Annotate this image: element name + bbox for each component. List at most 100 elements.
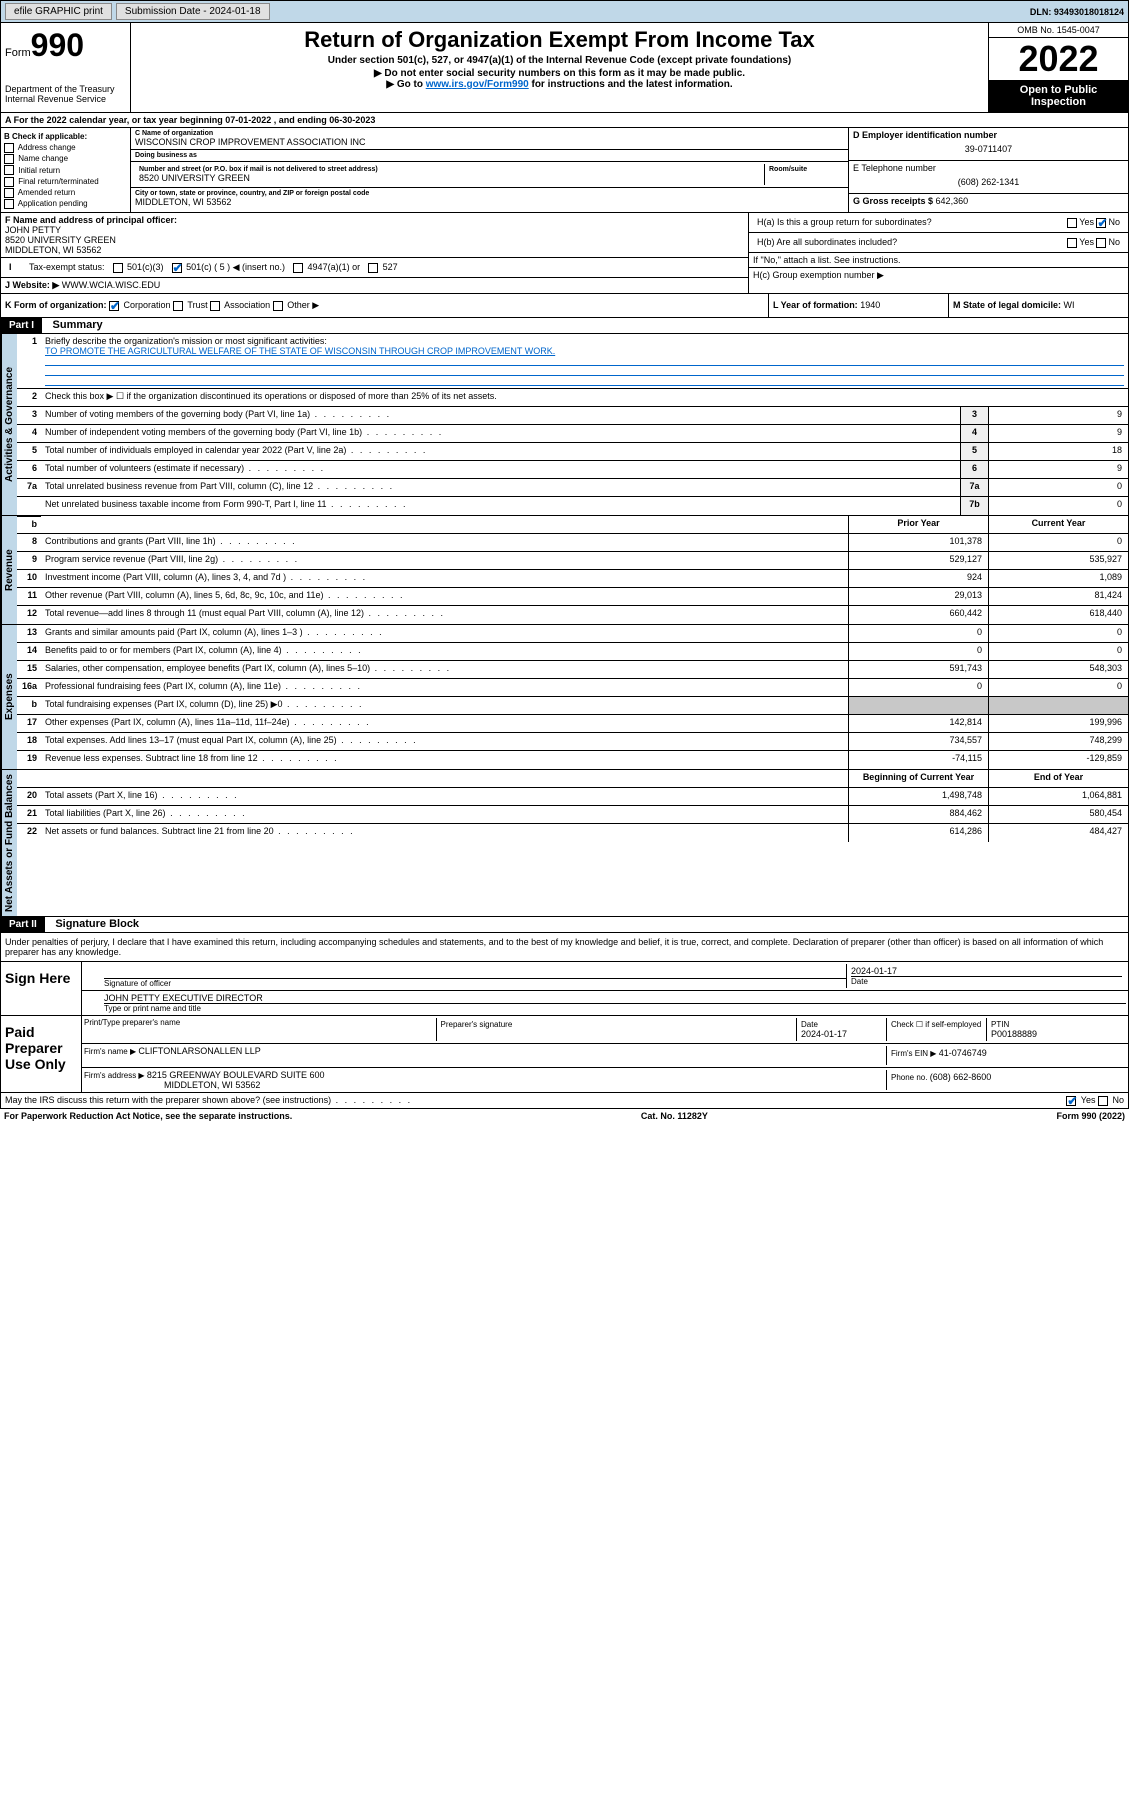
line-val: 9 <box>988 461 1128 478</box>
part2-header: Part II Signature Block <box>0 917 1129 933</box>
paid-preparer-block: Paid Preparer Use Only Print/Type prepar… <box>0 1016 1129 1093</box>
efile-button[interactable]: efile GRAPHIC print <box>5 3 112 20</box>
curr-val: 484,427 <box>988 824 1128 842</box>
mission-text: TO PROMOTE THE AGRICULTURAL WELFARE OF T… <box>45 346 1124 356</box>
checkbox[interactable] <box>4 154 14 164</box>
ein-label: D Employer identification number <box>853 130 1124 140</box>
irs-link[interactable]: www.irs.gov/Form990 <box>426 79 529 90</box>
discuss-no-checkbox[interactable] <box>1098 1096 1108 1106</box>
line-desc: Number of independent voting members of … <box>41 425 960 442</box>
hb-yes-checkbox[interactable] <box>1067 238 1077 248</box>
line-desc: Net assets or fund balances. Subtract li… <box>41 824 848 842</box>
discuss-yes-checkbox[interactable] <box>1066 1096 1076 1106</box>
domicile-label: M State of legal domicile: <box>953 300 1064 310</box>
netassets-section: Net Assets or Fund Balances Beginning of… <box>0 770 1129 917</box>
501c-checkbox[interactable] <box>172 263 182 273</box>
line-val: 9 <box>988 425 1128 442</box>
curr-val: 0 <box>988 643 1128 660</box>
discuss-row: May the IRS discuss this return with the… <box>0 1093 1129 1109</box>
line-desc: Total number of individuals employed in … <box>41 443 960 460</box>
box-i-label: I <box>5 260 25 275</box>
firm-phone: (608) 662-8600 <box>930 1072 992 1082</box>
sign-here-block: Sign Here Signature of officer 2024-01-1… <box>0 962 1129 1016</box>
line-desc: Total expenses. Add lines 13–17 (must eq… <box>41 733 848 750</box>
checkbox[interactable] <box>4 199 14 209</box>
goto-instructions: ▶ Go to www.irs.gov/Form990 for instruct… <box>135 79 984 90</box>
trust-checkbox[interactable] <box>173 301 183 311</box>
checkbox[interactable] <box>4 177 14 187</box>
org-name: WISCONSIN CROP IMPROVEMENT ASSOCIATION I… <box>135 137 844 147</box>
hb-no-checkbox[interactable] <box>1096 238 1106 248</box>
501c3-checkbox[interactable] <box>113 263 123 273</box>
paid-preparer-label: Paid Preparer Use Only <box>1 1016 81 1092</box>
checkbox[interactable] <box>4 165 14 175</box>
line-num: 3 <box>960 407 988 424</box>
endyear-hdr: End of Year <box>988 770 1128 787</box>
officer-addr: 8520 UNIVERSITY GREEN <box>5 235 744 245</box>
phone-label: E Telephone number <box>853 163 1124 173</box>
officer-label: F Name and address of principal officer: <box>5 215 744 225</box>
line-desc: Salaries, other compensation, employee b… <box>41 661 848 678</box>
527-label: 527 <box>383 262 398 272</box>
year-formation-label: L Year of formation: <box>773 300 860 310</box>
pra-notice: For Paperwork Reduction Act Notice, see … <box>4 1111 292 1121</box>
prior-val: 614,286 <box>848 824 988 842</box>
line-val: 18 <box>988 443 1128 460</box>
prior-val: 0 <box>848 679 988 696</box>
ha-no-checkbox[interactable] <box>1096 218 1106 228</box>
revenue-tab: Revenue <box>1 516 17 624</box>
ha-label: H(a) Is this a group return for subordin… <box>753 215 1063 230</box>
box-b-title: B Check if applicable: <box>4 131 127 142</box>
corp-checkbox[interactable] <box>109 301 119 311</box>
gross-value: 642,360 <box>936 196 969 206</box>
form-header: Form990 Department of the Treasury Inter… <box>0 23 1129 113</box>
ha-yes-checkbox[interactable] <box>1067 218 1077 228</box>
preparer-sig-hdr: Preparer's signature <box>436 1018 797 1041</box>
prior-val: 101,378 <box>848 534 988 551</box>
curr-val: 0 <box>988 679 1128 696</box>
line-desc: Contributions and grants (Part VIII, lin… <box>41 534 848 551</box>
line-desc: Benefits paid to or for members (Part IX… <box>41 643 848 660</box>
firm-city: MIDDLETON, WI 53562 <box>84 1080 886 1090</box>
line-desc: Other expenses (Part IX, column (A), lin… <box>41 715 848 732</box>
hb-label: H(b) Are all subordinates included? <box>753 235 1063 250</box>
line-desc: Total unrelated business revenue from Pa… <box>41 479 960 496</box>
line-desc: Program service revenue (Part VIII, line… <box>41 552 848 569</box>
officer-name: JOHN PETTY <box>5 225 744 235</box>
website-label: Website: ▶ <box>13 280 62 290</box>
4947-checkbox[interactable] <box>293 263 303 273</box>
form-subtitle: Under section 501(c), 527, or 4947(a)(1)… <box>135 55 984 66</box>
governance-tab: Activities & Governance <box>1 334 17 515</box>
addr-value: 8520 UNIVERSITY GREEN <box>139 173 760 183</box>
box-h: H(a) Is this a group return for subordin… <box>748 213 1128 293</box>
prior-val: 924 <box>848 570 988 587</box>
prior-val: 591,743 <box>848 661 988 678</box>
curr-val: 535,927 <box>988 552 1128 569</box>
assoc-checkbox[interactable] <box>210 301 220 311</box>
governance-section: Activities & Governance 1 Briefly descri… <box>0 334 1129 516</box>
top-bar: efile GRAPHIC print Submission Date - 20… <box>0 0 1129 23</box>
submission-date: Submission Date - 2024-01-18 <box>116 3 270 20</box>
part1-title: Summary <box>53 319 103 331</box>
line-num: 7b <box>960 497 988 515</box>
current-year-hdr: Current Year <box>988 516 1128 533</box>
checkbox[interactable] <box>4 143 14 153</box>
line-desc: Professional fundraising fees (Part IX, … <box>41 679 848 696</box>
line-desc: Net unrelated business taxable income fr… <box>41 497 960 515</box>
527-checkbox[interactable] <box>368 263 378 273</box>
line-val: 9 <box>988 407 1128 424</box>
org-name-label: C Name of organization <box>135 130 844 137</box>
curr-val: -129,859 <box>988 751 1128 769</box>
phone-value: (608) 262-1341 <box>853 173 1124 191</box>
hb-note: If "No," attach a list. See instructions… <box>749 253 1128 268</box>
addr-label: Number and street (or P.O. box if mail i… <box>139 166 760 173</box>
klm-block: K Form of organization: Corporation Trus… <box>0 294 1129 318</box>
501c5-label: 501(c) ( 5 ) ◀ (insert no.) <box>186 262 285 272</box>
box-c: C Name of organization WISCONSIN CROP IM… <box>131 128 848 212</box>
sig-date: 2024-01-17 <box>851 966 1122 976</box>
curr-val <box>988 697 1128 714</box>
self-employed-check: Check ☐ if self-employed <box>886 1018 986 1041</box>
checkbox[interactable] <box>4 188 14 198</box>
part2-title: Signature Block <box>55 918 139 930</box>
other-checkbox[interactable] <box>273 301 283 311</box>
